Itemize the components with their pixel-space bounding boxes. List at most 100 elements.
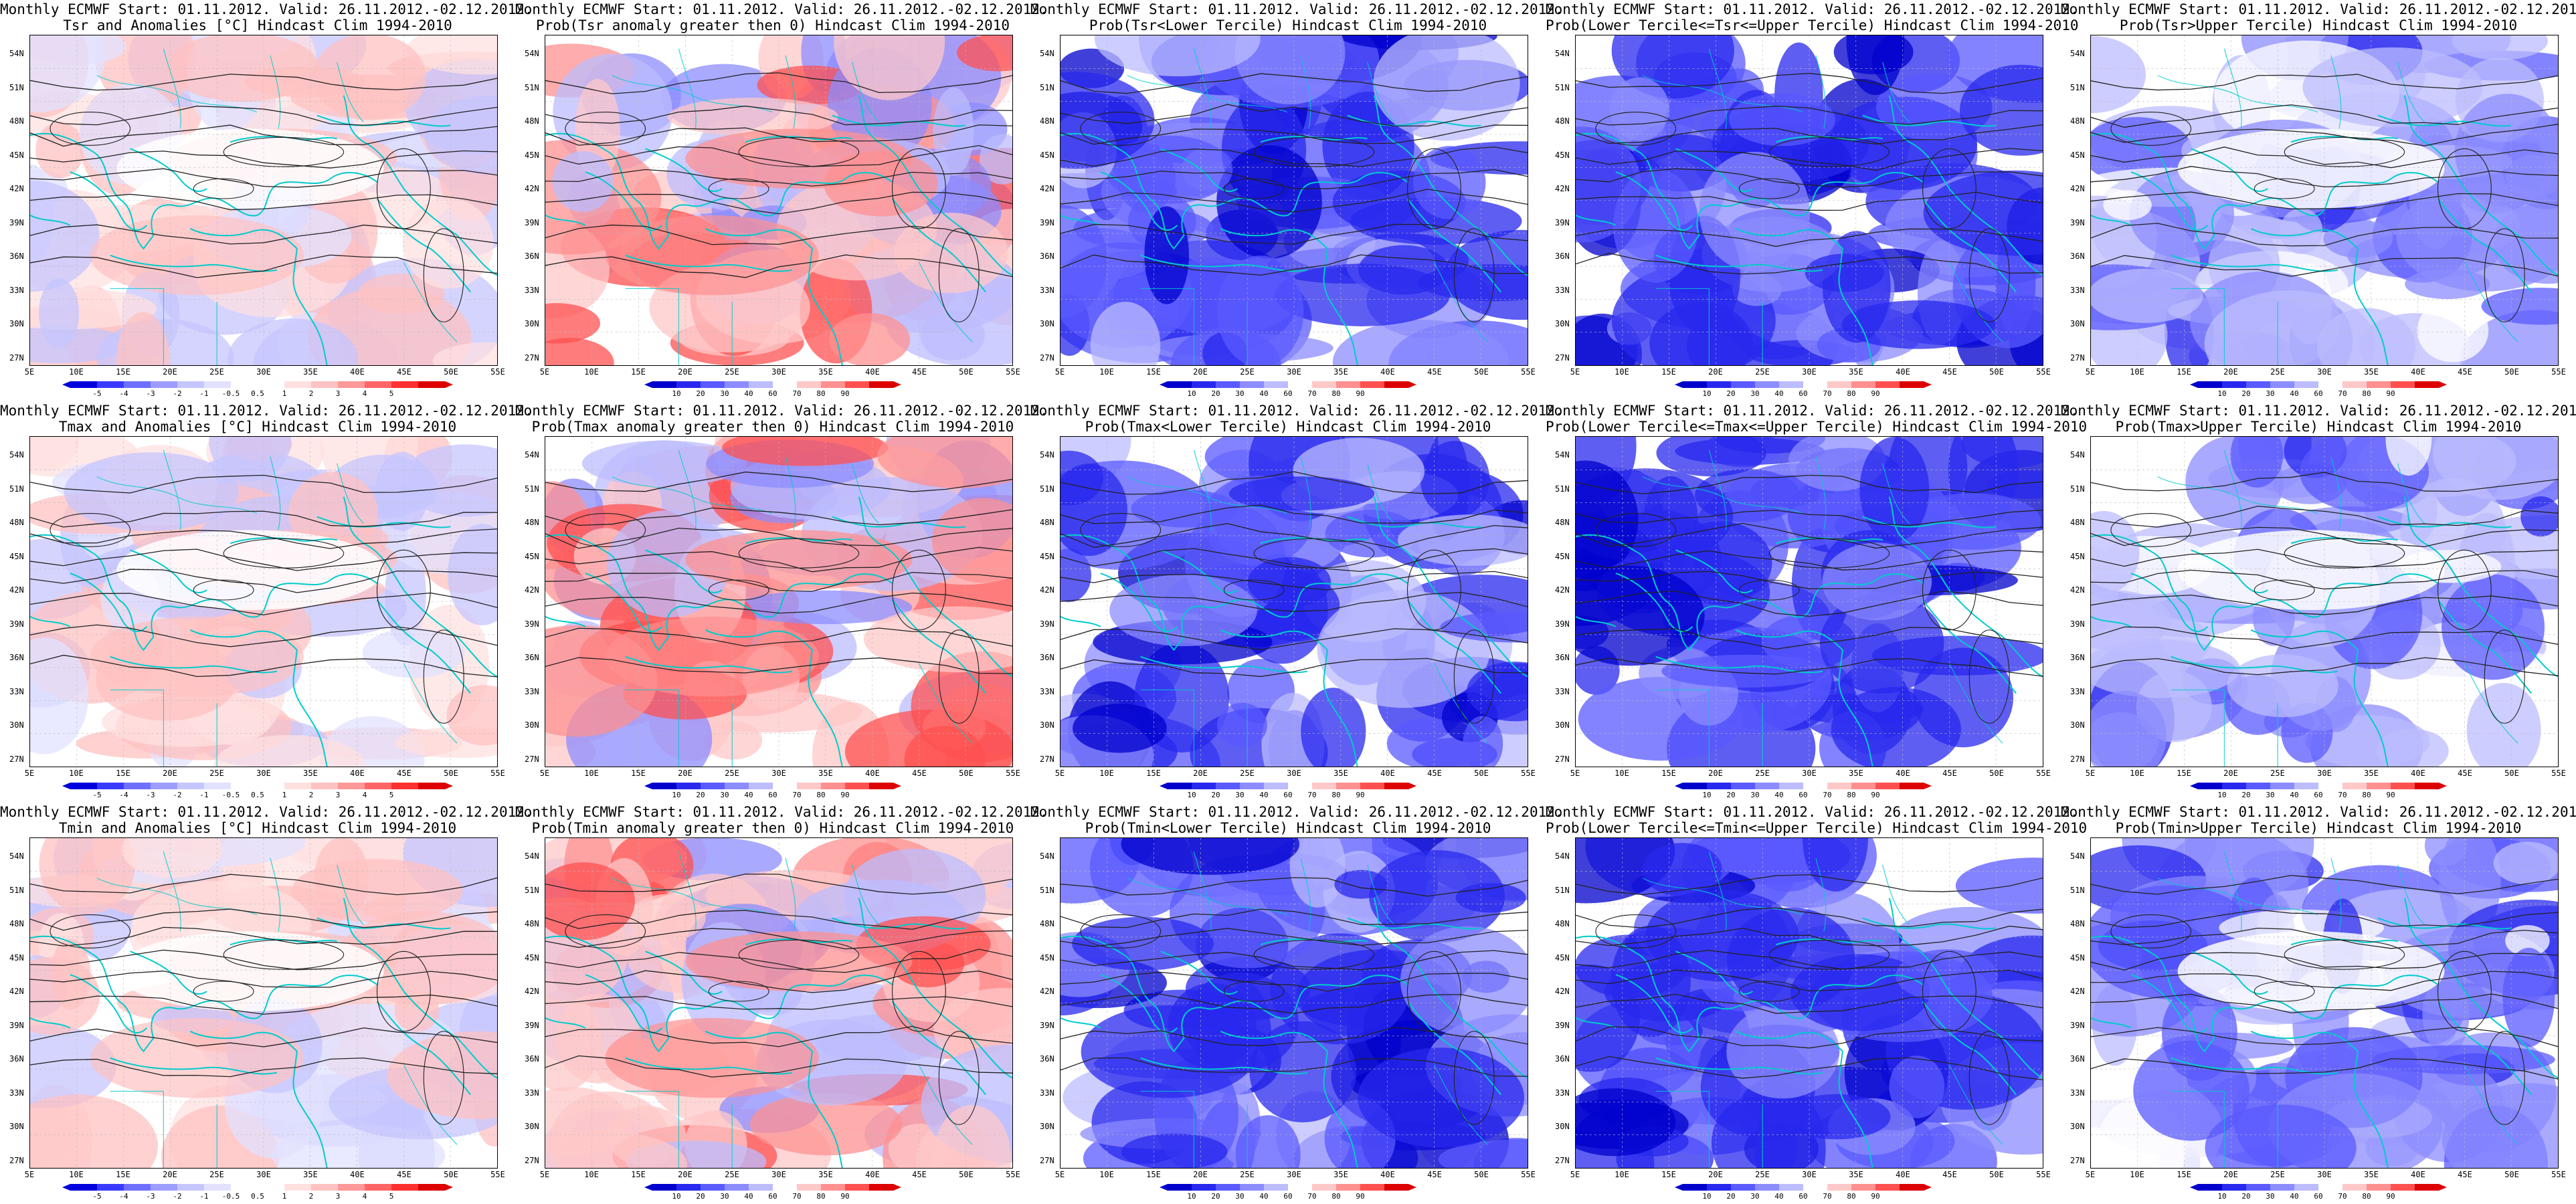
colorbar-min-arrow bbox=[1675, 1184, 1683, 1191]
colorbar-swatch bbox=[1288, 1184, 1312, 1191]
colorbar-max-arrow bbox=[1408, 1184, 1416, 1191]
latitude-label: 42N bbox=[525, 585, 539, 595]
longitude-label: 45E bbox=[397, 367, 411, 377]
colorbar-swatch bbox=[1875, 381, 1900, 388]
colorbar-min-arrow bbox=[1160, 381, 1168, 388]
colorbar-tick-label: 70 bbox=[1823, 389, 1832, 398]
colorbar bbox=[1683, 1184, 1924, 1191]
latitude-label: 45N bbox=[2070, 551, 2085, 561]
map-area bbox=[29, 837, 498, 1169]
colorbar-swatch bbox=[418, 1184, 445, 1191]
colorbar-swatch bbox=[749, 783, 773, 789]
longitude-label: 10E bbox=[1099, 367, 1114, 377]
latitude-label: 39N bbox=[525, 1020, 539, 1030]
latitude-label: 36N bbox=[1040, 1054, 1054, 1064]
longitude-label: 40E bbox=[2411, 769, 2425, 778]
colorbar-swatch bbox=[869, 783, 893, 789]
longitude-label: 15E bbox=[1661, 367, 1676, 377]
colorbar-swatch bbox=[869, 381, 893, 388]
longitude-label: 45E bbox=[912, 367, 927, 377]
longitude-label: 20E bbox=[1193, 769, 1208, 778]
latitude-label: 51N bbox=[2070, 82, 2085, 92]
longitude-label: 40E bbox=[865, 769, 880, 778]
colorbar-tick-label: 5 bbox=[389, 791, 394, 799]
latitude-label: 30N bbox=[2070, 720, 2085, 730]
colorbar-swatch bbox=[821, 1184, 845, 1191]
colorbar-swatch bbox=[652, 381, 676, 388]
latitude-label: 42N bbox=[525, 987, 539, 996]
colorbar-tick-label: 60 bbox=[2314, 791, 2323, 799]
colorbar-tick-label: -2 bbox=[173, 389, 182, 398]
map-panel-tmin-upper: Monthly ECMWF Start: 01.11.2012. Valid: … bbox=[2061, 803, 2576, 1204]
colorbar-tick-label: 90 bbox=[2386, 1192, 2395, 1201]
colorbar-swatch bbox=[1336, 381, 1360, 388]
colorbar-tick-label: -1 bbox=[199, 1192, 209, 1201]
colorbar-swatch bbox=[1264, 1184, 1288, 1191]
colorbar-tick-label: 40 bbox=[744, 389, 753, 398]
latitude-label: 42N bbox=[2070, 585, 2085, 595]
colorbar-tick-label: 10 bbox=[2217, 389, 2227, 398]
colorbar-tick-label: 70 bbox=[2338, 389, 2347, 398]
colorbar-swatch bbox=[701, 1184, 725, 1191]
latitude-label: 27N bbox=[2070, 754, 2085, 764]
colorbar-tick-label: 70 bbox=[792, 1192, 802, 1201]
latitude-label: 51N bbox=[1040, 885, 1054, 895]
colorbar-max-arrow bbox=[445, 1184, 453, 1191]
longitude-label: 25E bbox=[725, 1170, 739, 1179]
latitude-label: 42N bbox=[1555, 184, 1570, 193]
colorbar-tick-label: 70 bbox=[1307, 791, 1317, 799]
latitude-label: 51N bbox=[2070, 484, 2085, 494]
longitude-label: 30E bbox=[771, 367, 786, 377]
longitude-label: 25E bbox=[1240, 1170, 1255, 1179]
latitude-label: 45N bbox=[1555, 551, 1570, 561]
colorbar-swatch bbox=[701, 783, 725, 789]
map-canvas bbox=[2091, 437, 2558, 767]
colorbar-tick-label: 90 bbox=[1871, 389, 1880, 398]
colorbar-swatch bbox=[97, 783, 124, 789]
colorbar-swatch bbox=[2198, 1184, 2222, 1191]
colorbar-min-arrow bbox=[62, 1184, 70, 1191]
longitude-label: 45E bbox=[912, 1170, 927, 1179]
latitude-label: 48N bbox=[1040, 116, 1054, 126]
colorbar-tick-label: 3 bbox=[335, 1192, 341, 1201]
colorbar-tick-label: 60 bbox=[1799, 1192, 1808, 1201]
latitude-label: 48N bbox=[1040, 919, 1054, 928]
latitude-label: 48N bbox=[525, 116, 539, 126]
longitude-label: 5E bbox=[24, 769, 35, 778]
longitude-label: 35E bbox=[1849, 367, 1863, 377]
longitude-label: 55E bbox=[1521, 367, 1536, 377]
colorbar-max-arrow bbox=[893, 381, 901, 388]
colorbar-swatch bbox=[97, 381, 124, 388]
map-area bbox=[2090, 837, 2559, 1169]
colorbar-swatch bbox=[725, 381, 749, 388]
colorbar-swatch bbox=[1851, 783, 1875, 789]
colorbar-swatch bbox=[1731, 1184, 1755, 1191]
latitude-label: 36N bbox=[1555, 1054, 1570, 1064]
colorbar-tick-label: 70 bbox=[1823, 1192, 1832, 1201]
colorbar-swatch bbox=[773, 783, 797, 789]
colorbar-swatch bbox=[1900, 1184, 1924, 1191]
colorbar-tick-label: 30 bbox=[720, 791, 729, 799]
longitude-label: 35E bbox=[303, 367, 318, 377]
longitude-label: 5E bbox=[1570, 769, 1580, 778]
colorbar-tick-label: 30 bbox=[1750, 1192, 1760, 1201]
colorbar-swatch bbox=[1288, 381, 1312, 388]
longitude-label: 20E bbox=[163, 769, 177, 778]
colorbar-swatch bbox=[1216, 1184, 1240, 1191]
colorbar-swatch bbox=[151, 783, 177, 789]
colorbar-swatch bbox=[365, 1184, 391, 1191]
colorbar-swatch bbox=[1683, 783, 1707, 789]
latitude-label: 51N bbox=[2070, 885, 2085, 895]
longitude-label: 10E bbox=[1615, 367, 1629, 377]
latitude-label: 27N bbox=[1555, 1155, 1570, 1165]
latitude-label: 33N bbox=[9, 285, 24, 295]
colorbar-min-arrow bbox=[1160, 783, 1168, 789]
colorbar-swatch bbox=[97, 1184, 124, 1191]
latitude-label: 27N bbox=[9, 1155, 24, 1165]
panel-title-line2: Prob(Lower Tercile<=Tsr<=Upper Tercile) … bbox=[1546, 17, 2079, 33]
colorbar-swatch bbox=[1216, 783, 1240, 789]
longitude-label: 50E bbox=[1989, 367, 2004, 377]
colorbar-swatch bbox=[773, 1184, 797, 1191]
latitude-label: 45N bbox=[1555, 150, 1570, 160]
panel-title-line2: Prob(Tsr<Lower Tercile) Hindcast Clim 19… bbox=[1089, 17, 1487, 33]
